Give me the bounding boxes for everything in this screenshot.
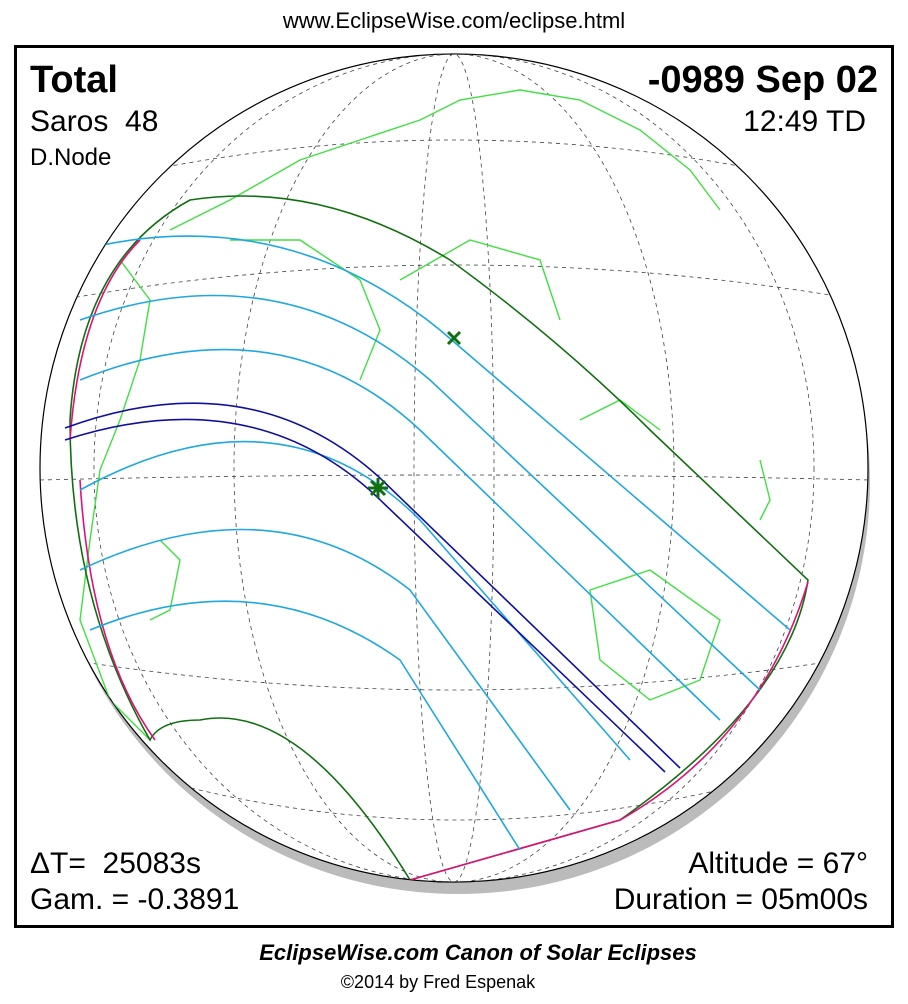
- eclipse-date: -0989 Sep 02: [648, 59, 878, 101]
- greatest-eclipse-marker: [368, 478, 388, 498]
- meridian: [233, 54, 675, 882]
- map-layer: [40, 54, 868, 882]
- subsolar-marker: [446, 330, 462, 346]
- copyright: ©2014 by Fred Espenak: [341, 972, 536, 992]
- meridian: [413, 54, 495, 882]
- parallels: [40, 139, 868, 821]
- globe: [39, 53, 869, 883]
- delta-t: ΔT= 25083s: [30, 847, 201, 880]
- time: 12:49 TD: [743, 105, 866, 138]
- umbral-path-limits: [64, 402, 681, 773]
- meridian: [93, 54, 815, 882]
- duration: Duration = 05m00s: [614, 883, 868, 916]
- saros: Saros 48: [30, 105, 158, 138]
- magnitude-curves: [79, 235, 791, 851]
- node: D.Node: [30, 144, 111, 171]
- footer-title: EclipseWise.com Canon of Solar Eclipses: [259, 940, 697, 965]
- altitude: Altitude = 67°: [688, 847, 868, 880]
- url: www.EclipseWise.com/eclipse.html: [282, 8, 625, 33]
- gamma: Gam. = -0.3891: [30, 883, 239, 916]
- penumbra-limits: [69, 195, 809, 881]
- rise-set-curves: [69, 239, 809, 881]
- eclipse-type: Total: [30, 59, 118, 101]
